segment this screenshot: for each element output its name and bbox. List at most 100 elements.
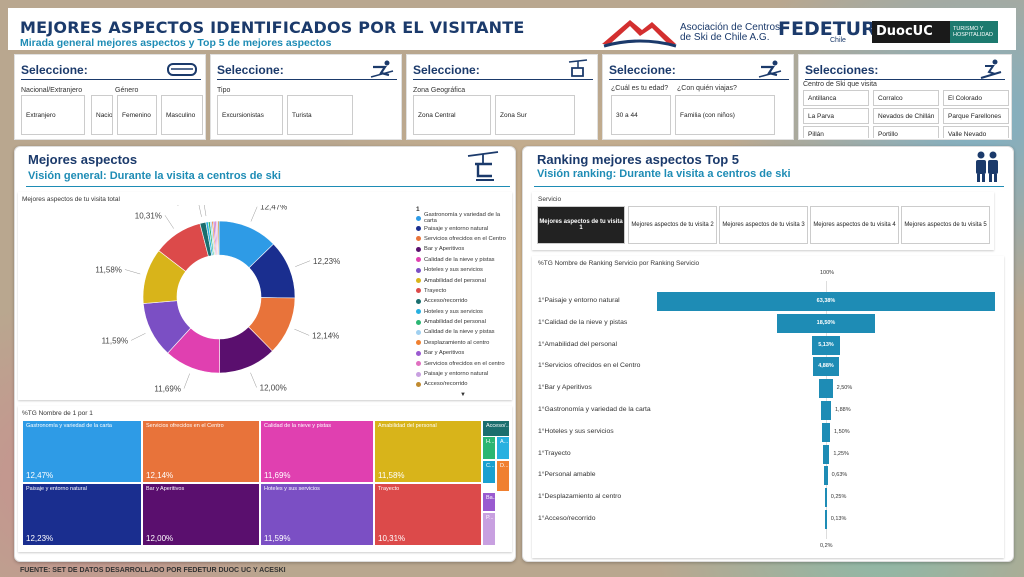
legend-label: Amabilidad del personal	[424, 319, 486, 326]
legend-label: Hoteles y sus servicios	[424, 267, 483, 274]
legend-marker	[416, 329, 421, 335]
donut-data-label: 11,59%	[102, 336, 129, 345]
legend-item[interactable]: Acceso/recorrido	[416, 296, 511, 306]
legend-marker	[416, 309, 421, 315]
legend-item[interactable]: Servicios ofrecidos en el Centro	[416, 234, 511, 244]
option-femenino[interactable]: Femenino	[117, 95, 157, 135]
donut-slice[interactable]	[217, 220, 220, 256]
legend-item[interactable]: Hoteles y sus servicios	[416, 307, 511, 317]
option-zona-central[interactable]: Zona Central	[413, 95, 491, 135]
ranking-button-2[interactable]: Mejores aspectos de tu visita 2	[628, 206, 717, 244]
legend-item[interactable]: Acceso/recorrido	[416, 379, 511, 389]
treemap-cell[interactable]: Ba...	[482, 492, 496, 512]
donut-leader-line	[164, 215, 174, 229]
ranking-chart-card	[532, 256, 1004, 558]
treemap-cell-label: Acceso/...	[486, 423, 510, 429]
filter-heading: Seleccione:	[21, 63, 88, 77]
fedetur-logo: FEDETUR	[778, 18, 876, 40]
option-centro[interactable]: La Parva	[803, 108, 869, 124]
treemap-cell[interactable]: C...	[482, 460, 496, 484]
treemap-cell[interactable]: Gastronomía y variedad de la carta 12,47%	[22, 420, 142, 483]
donut-title: Mejores aspectos de tu visita total	[22, 196, 120, 203]
legend-item[interactable]: Paisaje y entorno natural	[416, 223, 511, 233]
filter-label-edad: ¿Cuál es tu edad?	[611, 85, 669, 92]
legend-label: Paisaje y entorno natural	[424, 371, 489, 378]
option-extranjero[interactable]: Extranjero	[21, 95, 85, 135]
legend-item[interactable]: Amabilidad del personal	[416, 317, 511, 327]
donut-leader-line	[250, 206, 258, 222]
legend-marker	[416, 350, 421, 356]
treemap-cell[interactable]: Servicios ofrecidos en el Centro 12,14%	[142, 420, 260, 483]
ranking-button-3[interactable]: Mejores aspectos de tu visita 3	[719, 206, 808, 244]
legend-item[interactable]: Trayecto	[416, 286, 511, 296]
option-turista[interactable]: Turista	[287, 95, 353, 135]
fedetur-logo-sub: Chile	[830, 37, 846, 44]
filter-nationality-gender: Seleccione: Nacional/Extranjero Género E…	[14, 54, 206, 140]
option-centro[interactable]: El Colorado	[943, 90, 1009, 106]
option-centro[interactable]: Corralco	[873, 90, 939, 106]
option-familia[interactable]: Familia (con niños)	[675, 95, 775, 135]
treemap-cell[interactable]: P...	[482, 512, 496, 546]
donut-leader-line	[131, 333, 146, 341]
donut-data-label: 12,23%	[313, 257, 340, 266]
option-nacional[interactable]: Nacion	[91, 95, 113, 135]
legend-marker	[416, 215, 421, 221]
treemap-cell-label: Ba...	[486, 495, 496, 501]
treemap-cell[interactable]: H...	[482, 436, 496, 460]
duoc-logo: DuocUC	[872, 21, 950, 43]
legend-marker	[416, 361, 421, 367]
treemap-cell[interactable]: Hoteles y sus servicios 11,59%	[260, 483, 374, 546]
option-masculino[interactable]: Masculino	[161, 95, 203, 135]
treemap-cell[interactable]: Bar y Aperitivos 12,00%	[142, 483, 260, 546]
overview-title: Mejores aspectos	[28, 152, 138, 167]
option-centro[interactable]: Portillo	[873, 126, 939, 138]
treemap-cell-label: Hoteles y sus servicios	[264, 486, 320, 492]
treemap-cell[interactable]: Trayecto 10,31%	[374, 483, 482, 546]
duoc-logo-sub: TURISMO Y HOSPITALIDAD	[950, 21, 998, 43]
option-centro[interactable]: Valle Nevado	[943, 126, 1009, 138]
legend-item[interactable]: Paisaje y entorno natural	[416, 369, 511, 379]
treemap-cell-label: Gastronomía y variedad de la carta	[26, 423, 112, 429]
filter-heading: Seleccione:	[609, 63, 676, 77]
donut-data-label: 12,14%	[312, 331, 339, 340]
ranking-button-1[interactable]: Mejores aspectos de tu visita 1	[537, 206, 625, 244]
filter-label-nacional: Nacional/Extranjero	[21, 87, 83, 94]
filter-heading: Seleccione:	[413, 63, 480, 77]
treemap-cell-label: Bar y Aperitivos	[146, 486, 185, 492]
treemap-cell-label: H...	[486, 439, 495, 445]
skier-icon	[758, 60, 782, 78]
treemap-cell[interactable]: Calidad de la nieve y pistas 11,69%	[260, 420, 374, 483]
treemap-cell[interactable]: D...	[496, 460, 510, 492]
treemap-cell[interactable]: Paisaje y entorno natural 12,23%	[22, 483, 142, 546]
legend-item[interactable]: Calidad de la nieve y pistas	[416, 327, 511, 337]
donut-data-label: 1,23%	[172, 205, 195, 206]
legend-item[interactable]: Bar y Aperitivos	[416, 348, 511, 358]
page-subtitle: Mirada general mejores aspectos y Top 5 …	[20, 37, 332, 49]
donut-chart: 12,47% 12,23% 12,14% 12,00% 11,69% 11,59% 11,5…	[95, 205, 340, 394]
legend-item[interactable]: Hoteles y sus servicios	[416, 265, 511, 275]
legend-item[interactable]: Servicios ofrecidos en el centro	[416, 358, 511, 368]
donut-data-label: 12,00%	[260, 383, 287, 392]
ranking-button-4[interactable]: Mejores aspectos de tu visita 4	[810, 206, 899, 244]
legend-item[interactable]: Gastronomía y variedad de la carta	[416, 212, 511, 224]
option-edad-30-44[interactable]: 30 a 44	[611, 95, 671, 135]
legend-item[interactable]: Amabilidad del personal	[416, 275, 511, 285]
treemap-cell-label: Servicios ofrecidos en el Centro	[146, 423, 224, 429]
legend-item[interactable]: Calidad de la nieve y pistas	[416, 255, 511, 265]
ranking-button-5[interactable]: Mejores aspectos de tu visita 5	[901, 206, 990, 244]
option-centro[interactable]: Parque Farellones	[943, 108, 1009, 124]
option-zona-sur[interactable]: Zona Sur	[495, 95, 575, 135]
option-excursionistas[interactable]: Excursionistas	[217, 95, 283, 135]
skier-icon	[370, 60, 394, 78]
treemap-cell[interactable]: A...	[496, 436, 510, 460]
legend-item[interactable]: Bar y Aperitivos	[416, 244, 511, 254]
option-centro[interactable]: Antillanca	[803, 90, 869, 106]
treemap-cell[interactable]: Amabilidad del personal 11,58%	[374, 420, 482, 483]
option-centro[interactable]: Nevados de Chillán	[873, 108, 939, 124]
treemap-cell-label: Trayecto	[378, 486, 400, 492]
option-centro[interactable]: Pillán	[803, 126, 869, 138]
legend-scroll-down-icon[interactable]: ▼	[460, 392, 466, 398]
ranking-title: Ranking mejores aspectos Top 5	[537, 152, 740, 167]
legend-item[interactable]: Desplazamiento al centro	[416, 338, 511, 348]
donut-leader-line	[294, 328, 310, 336]
